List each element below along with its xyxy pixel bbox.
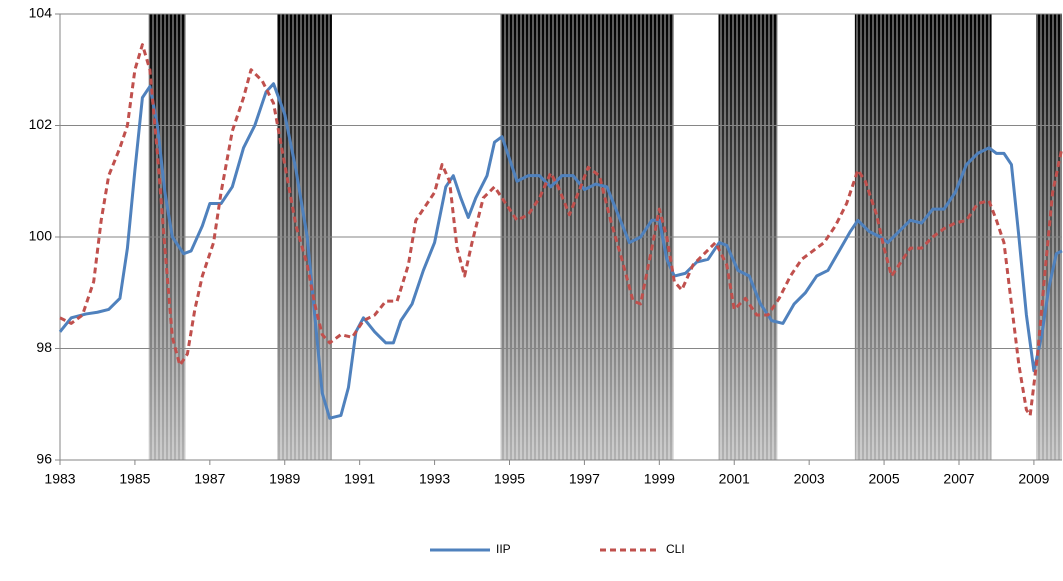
- y-tick-label: 96: [36, 451, 52, 467]
- x-tick-label: 1991: [344, 471, 375, 487]
- x-tick-label: 1997: [569, 471, 600, 487]
- x-tick-label: 1993: [419, 471, 450, 487]
- legend-label: IIP: [496, 542, 511, 556]
- y-tick-label: 104: [29, 5, 53, 21]
- x-tick-label: 1995: [494, 471, 525, 487]
- legend-label: CLI: [666, 542, 685, 556]
- x-tick-label: 1999: [644, 471, 675, 487]
- y-tick-label: 102: [29, 116, 53, 132]
- x-tick-label: 1987: [194, 471, 225, 487]
- x-tick-label: 2001: [719, 471, 750, 487]
- y-tick-label: 98: [36, 339, 52, 355]
- x-tick-label: 2003: [794, 471, 825, 487]
- x-tick-label: 1983: [44, 471, 75, 487]
- x-tick-label: 1989: [269, 471, 300, 487]
- y-tick-label: 100: [29, 228, 53, 244]
- x-tick-label: 1985: [119, 471, 150, 487]
- x-tick-label: 2007: [943, 471, 974, 487]
- series-line: [58, 82, 1063, 420]
- x-tick-label: 2009: [1018, 471, 1049, 487]
- x-tick-label: 2005: [868, 471, 899, 487]
- series-line: [59, 43, 1063, 417]
